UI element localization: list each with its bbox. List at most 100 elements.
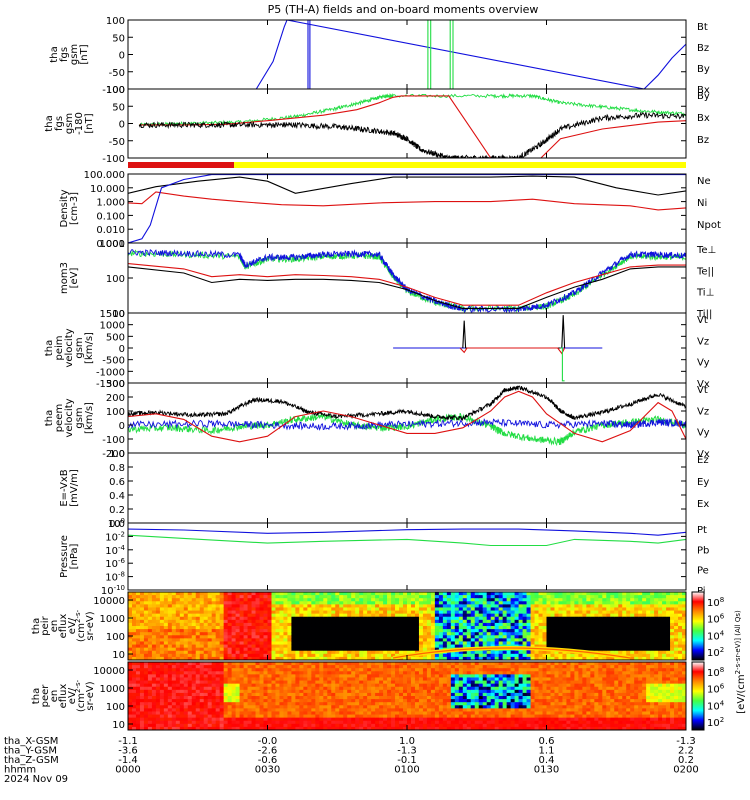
legend-temp-0: Te⊥ [696, 245, 716, 256]
ytick-label-peim-4: -500 [102, 356, 125, 367]
time-row-value-3-1: 0030 [255, 765, 280, 776]
ytick-label-fgs-dsl-3: -50 [109, 137, 125, 148]
ylabel-line-fgs-dsl-0: tha [44, 115, 55, 131]
ylabel-line-fgs-0: tha [49, 46, 60, 62]
time-row-label-2: tha_Z-GSM [4, 755, 59, 766]
ylabel-line-efield-1: [mV/m] [69, 469, 80, 507]
ylabel-line-density-1: [cm-3] [69, 192, 80, 225]
spectrogram-peer: 10000 1000 100 10 thapeerenefluxeV/(cm2-s-sr… [31, 661, 687, 731]
colorbar-strip-0 [691, 591, 705, 661]
panel-frame-pressure [127, 522, 687, 591]
legend-peim-1: Vz [697, 336, 709, 347]
series-fgs-Bx-1 [307, 20, 311, 89]
ylabel-line-peem-3: gsm [74, 407, 85, 428]
time-row-value-3-2: 0100 [394, 765, 419, 776]
spec-ytick-label-peer-1: 1000 [100, 684, 125, 695]
ytick-label-pressure-4: 10-8 [105, 571, 125, 584]
ylabel-line-peim-0: tha [44, 340, 55, 356]
time-row-value-1-4: 2.2 [678, 746, 694, 757]
time-row-label-3: hhmm [4, 765, 36, 776]
series-peem-Vz-3 [128, 390, 686, 443]
series-peem-Vx-1 [128, 418, 686, 431]
ytick-label-peem-3: 0 [119, 421, 125, 432]
ytick-label-peim-1: 1000 [100, 321, 125, 332]
ytick-label-pressure-3: 10-6 [105, 557, 125, 570]
series-peem-Vt-2 [128, 385, 686, 422]
colorbar-strip-1 [691, 661, 705, 731]
ytick-label-peim-3: 0 [119, 344, 125, 355]
legend-density-1: Ni [697, 198, 707, 209]
ylabel-efield: E=-VxB [mV/m] [59, 469, 80, 507]
ytick-label-peim-5: -1000 [96, 367, 125, 378]
series-temp-Te-3 [128, 266, 686, 309]
ylabel-line-peim-2: velocity [64, 328, 75, 367]
legend-temp-1: Te|| [696, 266, 714, 277]
ytick-label-efield-1: 0.8 [109, 463, 125, 474]
time-row-value-0-4: -1.3 [676, 736, 696, 747]
time-row-label-1: tha_Y-GSM [4, 746, 57, 757]
ylabel-density: Density [cm-3] [59, 189, 80, 227]
legend-fgs-0: Bt [697, 22, 708, 33]
time-axis: tha_X-GSM -1.1 -0.0 1.0 0.6 -1.3 tha_Y-GSM -3.6… [4, 736, 699, 785]
ytick-label-efield-3: 0.4 [109, 491, 125, 502]
ylabel-line-fgs-dsl-4: [nT] [84, 113, 95, 133]
ytick-label-efield-2: 0.6 [109, 477, 125, 488]
mode-bar-yellow [234, 162, 686, 168]
legend-peim-0: Vt [697, 315, 708, 326]
series-density-Npot-2 [128, 174, 686, 243]
series-pressure-Pi-0 [128, 528, 686, 536]
panel-temp: 1000 100 10 mom3 [eV] Te⊥ Te|| Ti⊥ Ti|| [59, 239, 716, 320]
colorbar-tick-0-1: 106 [707, 613, 725, 626]
ylabel-line-peim-3: gsm [74, 337, 85, 358]
spectrogram-peir-hump-edge [392, 647, 631, 659]
time-row-value-1-0: -3.6 [118, 746, 138, 757]
spec-ytick-label-peir-0: 10000 [93, 596, 125, 607]
ytick-label-peem-5: -200 [102, 449, 125, 460]
legend-pressure-1: Pb [697, 545, 709, 556]
ylabel-line-peem-1: peem [54, 404, 65, 432]
ylabel-line-fgs-2: gsm [69, 44, 80, 65]
series-pressure-Pe-1 [128, 534, 686, 547]
ytick-label-peim-6: -1500 [96, 379, 125, 390]
panel-efield: 1.0 0.8 0.6 0.4 0.2 0.0 E=-VxB [mV/m] Ez Ey Ex [59, 449, 709, 530]
time-row-value-1-1: -2.6 [258, 746, 278, 757]
panel-frame-peem [127, 382, 687, 454]
legend-peim-2: Vy [697, 358, 710, 369]
ytick-label-pressure-1: 10-2 [105, 530, 125, 543]
legend-peem-1: Vz [697, 406, 709, 417]
legend-pressure-0: Pt [697, 525, 707, 536]
ytick-label-efield-5: 0.0 [109, 519, 125, 530]
ytick-label-pressure-2: 10-4 [105, 544, 125, 557]
ylabel-line-peem-4: [km/s] [84, 402, 95, 434]
series-peem-Vy-0 [128, 413, 686, 447]
ylabel-line-fgs-1: fgs [59, 47, 70, 62]
ylabel-peem: tha peem velocity gsm [km/s] [44, 398, 95, 437]
spec-ylabel-line-peir-0: tha [31, 618, 42, 634]
panel-density: 100.000 10.000 1.000 0.100 0.010 0.001 Density… [59, 170, 721, 250]
ytick-label-density-0: 100.000 [84, 170, 125, 181]
time-row-value-3-4: 0200 [673, 765, 698, 776]
ytick-label-peem-1: 200 [106, 393, 125, 404]
legend-temp-2: Ti⊥ [696, 288, 714, 299]
time-row-value-2-3: 0.4 [539, 755, 555, 766]
ylabel-line-fgs-dsl-2: gsm [64, 113, 75, 134]
legend-efield-2: Ex [697, 499, 709, 510]
ylabel-temp: mom3 [eV] [59, 262, 80, 294]
series-temp-Te-2 [128, 263, 686, 306]
time-row-label-0: tha_X-GSM [4, 736, 58, 747]
panel-peem: 300 200 100 0 -100 -200 tha peem velocity gsm [km/… [44, 379, 710, 460]
series-fgs-dsl-Bz-1 [139, 95, 686, 158]
ytick-label-density-2: 1.000 [96, 198, 125, 209]
ytick-label-peim-0: 1500 [100, 309, 125, 320]
ylabel-pressure: Pressure [nPa] [59, 535, 80, 578]
time-row-value-2-0: -1.4 [118, 755, 138, 766]
spec-ylabel-line-peir-4: eV/ [67, 617, 78, 634]
spec-ytick-label-peer-2: 100 [106, 702, 125, 713]
spec-ylabel-line-peer-6: sr-eV) [85, 681, 96, 710]
ylabel-peim: tha peim velocity gsm [km/s] [44, 328, 95, 367]
ytick-label-efield-4: 0.2 [109, 505, 125, 516]
